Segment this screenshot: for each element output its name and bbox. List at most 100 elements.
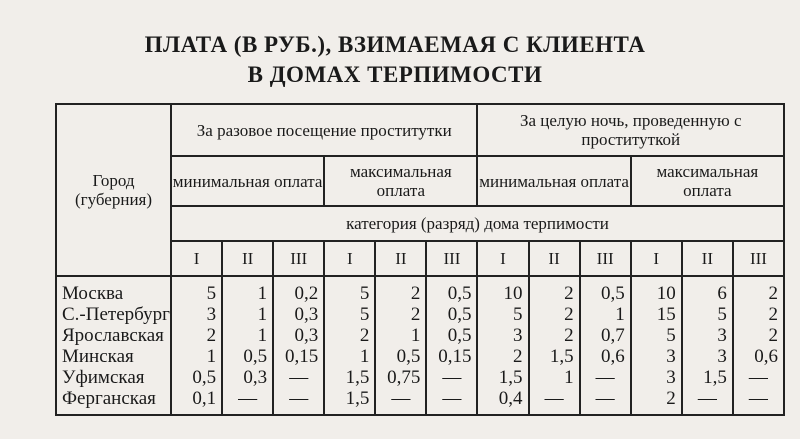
fee-cell: 0,7 xyxy=(578,325,632,346)
category-cell: III xyxy=(731,240,786,277)
fee-cell: — xyxy=(425,367,479,388)
fee-cell: 3 xyxy=(476,325,530,346)
fee-cell: 0,5 xyxy=(374,346,428,367)
sub-header: максимальная оплата xyxy=(323,155,479,207)
fee-cell: — xyxy=(578,367,632,388)
city-cell: Москва xyxy=(55,276,172,304)
document-title-line1: ПЛАТА (В РУБ.), ВЗИМАЕМАЯ С КЛИЕНТА xyxy=(144,32,646,57)
fee-cell: 2 xyxy=(731,276,786,304)
table-row: Уфимская 0,5 0,3—1,5 0,75—1,5 1—3 1,5— xyxy=(55,367,786,388)
fee-cell: 2 xyxy=(731,304,786,325)
fee-cell: 0,3 xyxy=(221,367,275,388)
city-cell: Ярославская xyxy=(55,325,172,346)
fee-cell: 1 xyxy=(169,346,224,367)
fee-cell: 3 xyxy=(629,346,683,367)
fee-cell: — xyxy=(272,388,326,416)
group-header-whole-night: За целую ночь, проведенную с проститутко… xyxy=(476,103,785,157)
fee-cell: 0,75 xyxy=(374,367,428,388)
fee-cell: 2 xyxy=(527,276,581,304)
fee-cell: — xyxy=(731,367,786,388)
fee-cell: — xyxy=(680,388,734,416)
fee-cell: 5 xyxy=(169,276,224,304)
fee-cell: 1 xyxy=(221,304,275,325)
fee-cell: 1 xyxy=(527,367,581,388)
city-cell: Уфимская xyxy=(55,367,172,388)
fee-cell: 0,6 xyxy=(731,346,786,367)
fee-cell: 2 xyxy=(374,276,428,304)
sub-header: максимальная оплата xyxy=(629,155,786,207)
category-cell: I xyxy=(323,240,377,277)
fee-cell: 1,5 xyxy=(476,367,530,388)
fee-cell: 6 xyxy=(680,276,734,304)
category-cell: I xyxy=(629,240,683,277)
table-row: Ферганская 0,1— —1,5— —0,4— —2— — xyxy=(55,388,786,416)
fee-cell: 1,5 xyxy=(680,367,734,388)
category-cell: III xyxy=(578,240,632,277)
fee-cell: 1,5 xyxy=(323,367,377,388)
fee-cell: 10 xyxy=(476,276,530,304)
fee-cell: 0,5 xyxy=(425,276,479,304)
fee-cell: 5 xyxy=(323,276,377,304)
fee-cell: 2 xyxy=(476,346,530,367)
fee-cell: 2 xyxy=(169,325,224,346)
fee-cell: 2 xyxy=(527,325,581,346)
fee-cell: 1 xyxy=(221,325,275,346)
category-cell: II xyxy=(527,240,581,277)
fee-cell: 0,15 xyxy=(425,346,479,367)
table-row: Москва 5 1 0,2 5 2 0,5 10 2 0,5 10 6 2 xyxy=(55,276,786,304)
fee-cell: 0,5 xyxy=(169,367,224,388)
fee-cell: — xyxy=(425,388,479,416)
fee-cell: — xyxy=(731,388,786,416)
category-cell: III xyxy=(425,240,479,277)
fee-cell: 3 xyxy=(629,367,683,388)
fee-cell: 1 xyxy=(374,325,428,346)
sub-header: минимальная оплата xyxy=(476,155,632,207)
fee-cell: 0,5 xyxy=(425,304,479,325)
fee-cell: 3 xyxy=(680,346,734,367)
category-cell: II xyxy=(680,240,734,277)
fee-cell: 0,6 xyxy=(578,346,632,367)
fee-cell: 0,5 xyxy=(221,346,275,367)
fee-cell: 1 xyxy=(578,304,632,325)
city-cell: Ферганская xyxy=(55,388,172,416)
fee-cell: 2 xyxy=(629,388,683,416)
sub-header: минимальная оплата xyxy=(169,155,326,207)
category-cell: II xyxy=(221,240,275,277)
group-header-single-visit: За разовое посещение проститутки xyxy=(169,103,479,157)
category-cell: I xyxy=(476,240,530,277)
fee-cell: 5 xyxy=(680,304,734,325)
fee-cell: — xyxy=(272,367,326,388)
fee-cell: 0,5 xyxy=(425,325,479,346)
fee-cell: 0,4 xyxy=(476,388,530,416)
fee-cell: — xyxy=(578,388,632,416)
document-title-line2: В ДОМАХ ТЕРПИМОСТИ xyxy=(247,62,543,87)
fee-cell: — xyxy=(374,388,428,416)
fee-cell: 2 xyxy=(323,325,377,346)
fee-cell: 0,15 xyxy=(272,346,326,367)
category-cell: II xyxy=(374,240,428,277)
table-row: Ярославская 2 1 0,3 2 1 0,5 3 2 0,7 5 3 2 xyxy=(55,325,786,346)
fee-cell: 5 xyxy=(323,304,377,325)
fee-cell: 10 xyxy=(629,276,683,304)
category-cell: III xyxy=(272,240,326,277)
city-cell: С.-Петербург xyxy=(55,304,172,325)
fee-cell: — xyxy=(221,388,275,416)
fee-cell: 0,3 xyxy=(272,325,326,346)
fee-cell: — xyxy=(527,388,581,416)
fee-cell: 0,1 xyxy=(169,388,224,416)
fee-cell: 0,3 xyxy=(272,304,326,325)
fee-cell: 5 xyxy=(629,325,683,346)
fee-cell: 0,2 xyxy=(272,276,326,304)
fee-cell: 2 xyxy=(527,304,581,325)
fee-cell: 2 xyxy=(374,304,428,325)
table-row: Минская 1 0,5 0,15 1 0,5 0,15 2 1,5 0,6 3 3 0,6 xyxy=(55,346,786,367)
fee-table: Город (губерния) За разовое посещение пр… xyxy=(55,103,786,416)
fee-cell: 5 xyxy=(476,304,530,325)
category-header: категория (разряд) дома терпимости xyxy=(170,205,785,242)
fee-cell: 1,5 xyxy=(323,388,377,416)
city-cell: Минская xyxy=(55,346,172,367)
fee-cell: 3 xyxy=(680,325,734,346)
fee-cell: 1 xyxy=(221,276,275,304)
fee-cell: 0,5 xyxy=(578,276,632,304)
fee-cell: 1,5 xyxy=(527,346,581,367)
